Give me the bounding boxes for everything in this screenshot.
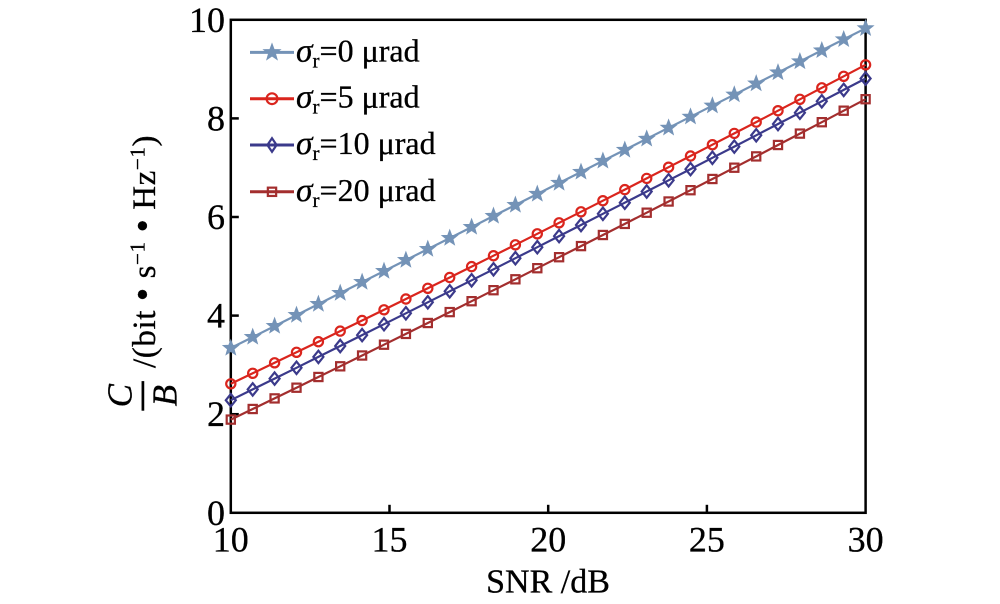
svg-text:30: 30 xyxy=(848,520,884,560)
svg-text:SNR /dB: SNR /dB xyxy=(486,564,610,600)
svg-text:2: 2 xyxy=(207,394,225,434)
svg-text:4: 4 xyxy=(207,296,225,336)
svg-text:20: 20 xyxy=(530,520,566,560)
svg-text:C: C xyxy=(101,383,140,407)
svg-text:10: 10 xyxy=(213,520,249,560)
svg-text:σr=20 μrad: σr=20 μrad xyxy=(296,172,436,212)
svg-text:σr=10 μrad: σr=10 μrad xyxy=(296,125,436,165)
svg-text:0: 0 xyxy=(207,493,225,533)
svg-text:6: 6 xyxy=(207,197,225,237)
svg-text:B: B xyxy=(146,385,185,406)
svg-text:σr=0 μrad: σr=0 μrad xyxy=(296,32,420,72)
svg-text:25: 25 xyxy=(689,520,725,560)
svg-text:σr=5 μrad: σr=5 μrad xyxy=(296,79,420,119)
svg-text:8: 8 xyxy=(207,98,225,138)
svg-text:15: 15 xyxy=(372,520,408,560)
svg-text:10: 10 xyxy=(189,0,225,40)
